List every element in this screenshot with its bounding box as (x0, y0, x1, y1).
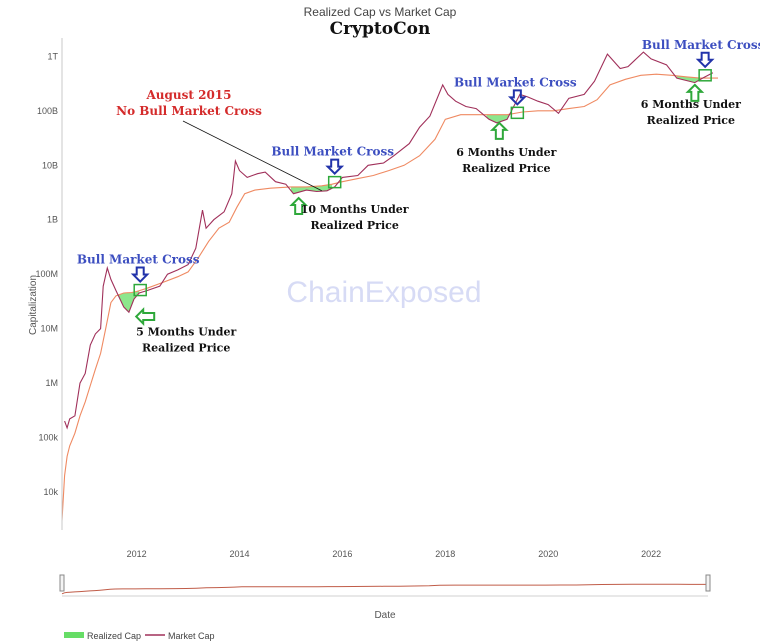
bull-cross-marker (327, 175, 342, 189)
y-axis-label: Capitalization (28, 275, 39, 335)
arrow-up-icon (289, 196, 309, 216)
under-realized-label-5m: Realized Price (142, 342, 230, 355)
x-tick-label: 2018 (435, 549, 455, 559)
navigator-handle-right[interactable] (705, 574, 711, 592)
y-tick-label: 100B (37, 106, 58, 116)
y-tick-label: 10M (40, 324, 58, 334)
arrow-down-icon (695, 51, 715, 69)
legend: Realized Cap Market Cap (64, 631, 215, 641)
y-tick-label: 1B (47, 215, 58, 225)
realized-cap-line (62, 73, 718, 521)
arrow-down-icon (130, 266, 150, 283)
x-tick-label: 2014 (229, 549, 249, 559)
y-tick-label: 1T (47, 51, 58, 61)
market-cap-line (64, 51, 714, 430)
under-realized-label-6m-2019: Realized Price (462, 162, 550, 175)
navigator-series (61, 583, 708, 595)
legend-swatch-realized (64, 632, 84, 638)
chart-title: Realized Cap vs Market Cap (303, 5, 457, 19)
y-tick-label: 10B (42, 160, 58, 170)
below-realized-fill (676, 75, 703, 83)
y-tick-label: 100M (35, 269, 58, 279)
under-realized-label-10m: 10 Months Under (301, 203, 409, 216)
arrow-left-icon (134, 307, 156, 326)
axes: 1T 100B 10B 1B 100M 10M 1M 100k 10k 2012 2014 2016 2… (28, 38, 661, 621)
y-tick-label: 100k (38, 433, 58, 443)
bull-market-cross-label: Bull Market Cross (271, 145, 394, 159)
under-realized-label-6m-2019: 6 Months Under (456, 146, 556, 159)
bull-market-cross-label: Bull Market Cross (642, 38, 760, 52)
watermark-text: ChainExposed (286, 276, 481, 309)
arrow-up-icon (489, 121, 509, 140)
x-tick-label: 2012 (127, 549, 147, 559)
x-tick-label: 2022 (641, 549, 661, 559)
legend-label-realized: Realized Cap (87, 631, 141, 641)
under-realized-label-10m: Realized Price (311, 219, 399, 232)
y-tick-label: 1M (45, 378, 58, 388)
range-navigator[interactable] (59, 574, 711, 597)
below-realized-fill (486, 113, 515, 123)
august-2015-pointer (182, 120, 323, 192)
watermark: ChainExposed (286, 276, 481, 309)
y-tick-label: 10k (43, 487, 58, 497)
x-tick-label: 2016 (332, 549, 352, 559)
bull-cross-marker (510, 106, 525, 120)
under-realized-label-6m-2022: Realized Price (647, 114, 735, 127)
bull-market-cross-label: Bull Market Cross (77, 253, 200, 267)
x-axis-label: Date (374, 610, 396, 621)
navigator-handle-left[interactable] (59, 574, 65, 592)
bull-cross-marker (133, 283, 147, 297)
annotations: Bull Market Cross Bull Market Cross Bull M… (77, 38, 760, 355)
arrow-up-icon (685, 83, 705, 102)
bull-cross-marker (698, 69, 712, 82)
legend-label-market: Market Cap (168, 631, 215, 641)
august-2015-label: August 2015 (145, 88, 231, 102)
no-bull-cross-label: No Bull Market Cross (116, 104, 262, 118)
under-realized-label-5m: 5 Months Under (136, 326, 236, 339)
x-tick-label: 2020 (538, 549, 558, 559)
bull-market-cross-label: Bull Market Cross (454, 75, 577, 89)
chart-subtitle: CryptoCon (329, 19, 431, 39)
under-realized-label-6m-2022: 6 Months Under (641, 98, 741, 111)
arrow-down-icon (507, 89, 527, 106)
arrow-down-icon (325, 158, 345, 176)
